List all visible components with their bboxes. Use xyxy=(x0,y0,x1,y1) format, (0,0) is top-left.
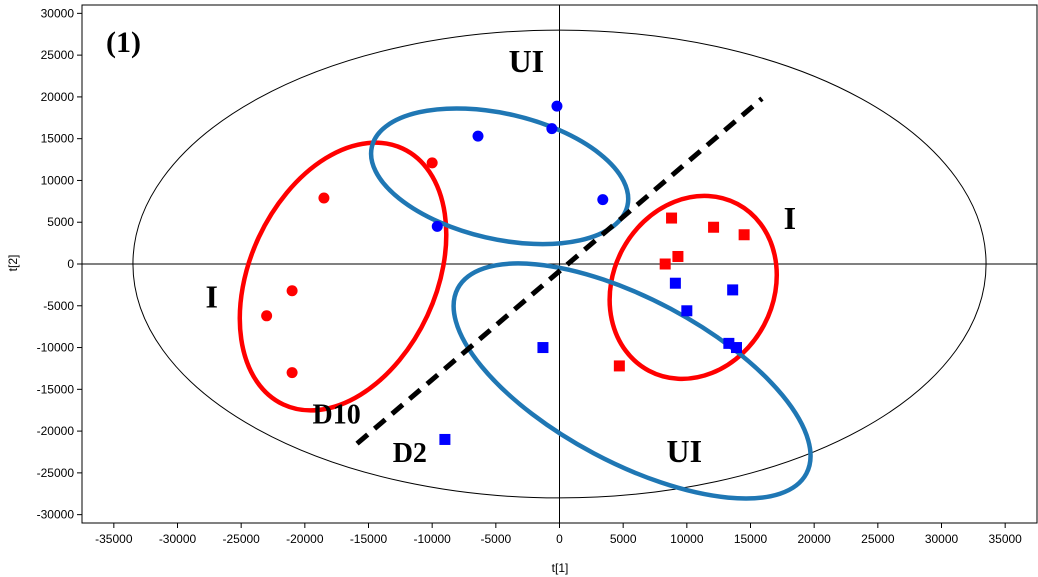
data-point-square xyxy=(537,342,549,354)
group-annotation: D2 xyxy=(393,438,427,469)
data-point-square xyxy=(613,360,625,372)
data-point-square xyxy=(666,212,678,224)
group-annotation: UI xyxy=(509,43,545,79)
data-point-circle xyxy=(551,100,563,112)
x-tick-label: 15000 xyxy=(734,532,768,546)
data-point-circle xyxy=(546,123,558,135)
x-tick-label: 0 xyxy=(556,532,563,546)
group-annotation: D10 xyxy=(312,400,360,431)
group-ellipse-1 xyxy=(237,140,449,413)
data-point-square xyxy=(723,337,735,349)
x-tick-label: 5000 xyxy=(610,532,637,546)
y-tick-label: 20000 xyxy=(41,90,75,104)
data-point-square xyxy=(738,229,750,241)
annotations-layer: UI I I D10 D2 UI xyxy=(206,43,797,469)
x-tick-label: -10000 xyxy=(413,532,451,546)
data-point-circle xyxy=(286,285,298,297)
y-tick-label: -30000 xyxy=(37,508,75,522)
y-tick-label: 0 xyxy=(67,257,74,271)
x-tick-label: -5000 xyxy=(480,532,511,546)
x-tick-label: -15000 xyxy=(350,532,388,546)
data-point-square xyxy=(681,305,693,317)
x-tick-label: 30000 xyxy=(925,532,959,546)
data-point-circle xyxy=(431,220,443,232)
separator-line-layer xyxy=(355,96,764,446)
data-point-circle xyxy=(261,310,273,322)
x-axis-label: t[1] xyxy=(552,561,569,575)
y-axis-label: t[2] xyxy=(6,255,20,272)
data-points-layer xyxy=(261,100,750,445)
y-tick-label: 10000 xyxy=(41,173,75,187)
group-annotation: I xyxy=(784,200,796,236)
data-point-circle xyxy=(318,192,330,204)
separator-dashed-line xyxy=(355,96,764,446)
y-tick-label: -20000 xyxy=(37,424,75,438)
y-tick-label: -15000 xyxy=(37,382,75,396)
zero-axes xyxy=(82,5,1037,523)
data-point-square xyxy=(669,277,681,289)
group-ellipse-2 xyxy=(368,106,631,247)
x-tick-label: 20000 xyxy=(797,532,831,546)
confidence-ellipse xyxy=(132,29,987,499)
data-point-square xyxy=(659,258,671,270)
y-tick-label: 30000 xyxy=(41,6,75,20)
data-point-circle xyxy=(597,194,609,206)
group-ellipse-3 xyxy=(607,193,780,382)
data-point-square xyxy=(730,342,742,354)
data-point-square xyxy=(727,284,739,296)
data-point-square xyxy=(708,221,720,233)
confidence-ellipse-layer xyxy=(132,29,987,499)
y-tick-label: 15000 xyxy=(41,132,75,146)
x-tick-label: 10000 xyxy=(670,532,704,546)
y-tick-label: 5000 xyxy=(47,215,74,229)
group-ellipse-4 xyxy=(451,261,813,501)
x-tick-label: -35000 xyxy=(95,532,133,546)
x-tick-label: 35000 xyxy=(988,532,1022,546)
data-point-square xyxy=(672,250,684,262)
data-point-circle xyxy=(472,130,484,142)
group-annotation: I xyxy=(206,278,218,314)
y-tick-label: -10000 xyxy=(37,341,75,355)
y-tick-label: -5000 xyxy=(43,299,74,313)
x-tick-label: -20000 xyxy=(286,532,324,546)
y-tick-label: 25000 xyxy=(41,48,75,62)
ticks-layer: -35000 -30000 -25000 -20000 -15000 -10000 -500… xyxy=(37,6,1023,546)
group-annotation: UI xyxy=(666,433,702,469)
data-point-circle xyxy=(286,367,298,379)
panel-label: (1) xyxy=(106,26,141,59)
x-tick-label: 25000 xyxy=(861,532,895,546)
group-ellipses-layer xyxy=(237,106,813,501)
data-point-square xyxy=(439,433,451,445)
y-tick-label: -25000 xyxy=(37,466,75,480)
x-tick-label: -25000 xyxy=(222,532,260,546)
x-tick-label: -30000 xyxy=(159,532,197,546)
data-point-circle xyxy=(426,157,438,169)
